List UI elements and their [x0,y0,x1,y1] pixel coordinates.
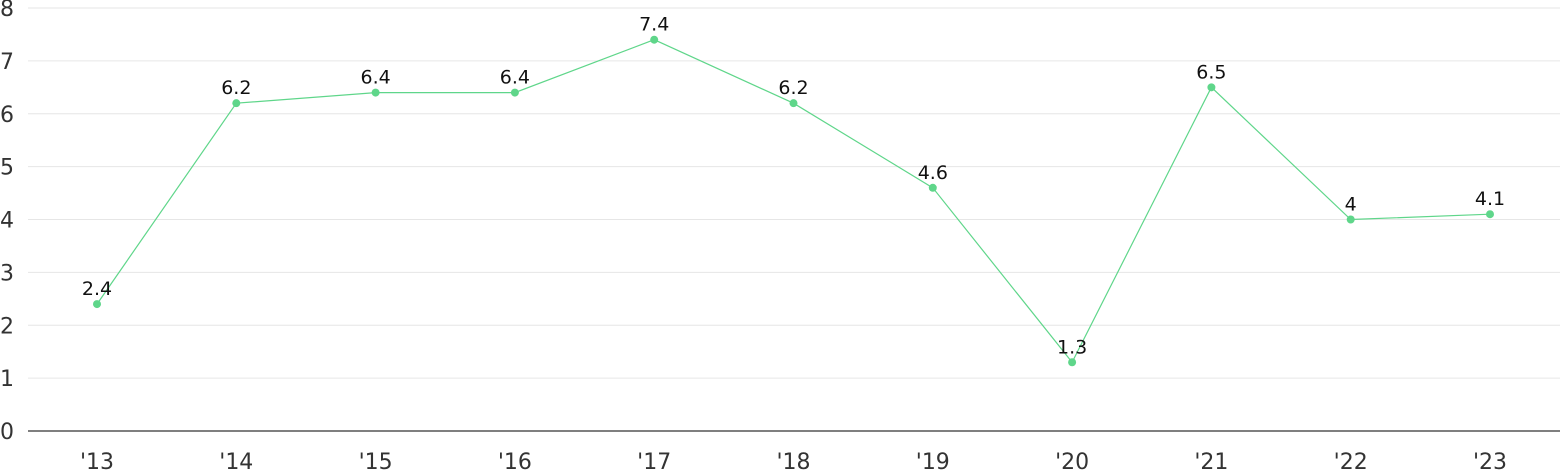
x-tick-label: '19 [916,450,950,471]
data-labels: 2.4 6.2 6.4 6.4 7.4 6.2 4.6 1.3 6.5 4 4.1 [82,14,1505,359]
data-point [510,88,519,97]
y-tick-label: 4 [0,209,14,234]
data-point [1486,210,1494,219]
data-point [232,99,241,108]
gridlines [28,7,1560,379]
data-label: 6.4 [360,67,390,89]
data-point [928,183,937,192]
x-tick-label: '14 [219,450,253,471]
data-label: 4.1 [1475,188,1505,210]
x-tick-label: '13 [80,450,114,471]
data-point [789,99,798,108]
x-axis-tick-labels: '13 '14 '15 '16 '17 '18 '19 '20 '21 '22 '23 [80,450,1507,471]
data-label: 4.6 [918,162,948,184]
data-label: 6.2 [221,77,251,99]
x-tick-label: '15 [359,450,393,471]
data-label: 2.4 [82,278,112,300]
data-point [1068,358,1077,367]
data-point [1346,215,1355,224]
x-tick-label: '21 [1194,450,1228,471]
y-tick-label: 5 [0,156,14,181]
data-label: 4 [1345,194,1357,216]
y-tick-label: 8 [0,0,14,22]
x-tick-label: '18 [776,450,810,471]
y-tick-label: 1 [0,367,14,392]
data-label: 7.4 [639,14,669,36]
y-tick-label: 3 [0,261,14,286]
x-tick-label: '17 [637,450,671,471]
data-label: 6.4 [500,67,530,89]
y-tick-label: 2 [0,314,14,339]
x-tick-label: '23 [1473,450,1507,471]
data-point [93,300,101,309]
data-point [650,35,659,44]
data-label: 6.5 [1196,61,1226,83]
y-axis-tick-labels: 0 1 2 3 4 5 6 7 8 [0,0,14,445]
x-tick-label: '16 [498,450,532,471]
x-tick-label: '22 [1334,450,1368,471]
data-points [93,35,1494,367]
y-tick-label: 0 [0,420,14,445]
data-point [1207,83,1216,92]
x-tick-label: '20 [1055,450,1089,471]
y-tick-label: 7 [0,50,14,75]
y-tick-label: 6 [0,103,14,128]
data-point [371,88,380,97]
data-label: 6.2 [778,77,808,99]
data-label: 1.3 [1057,336,1087,358]
